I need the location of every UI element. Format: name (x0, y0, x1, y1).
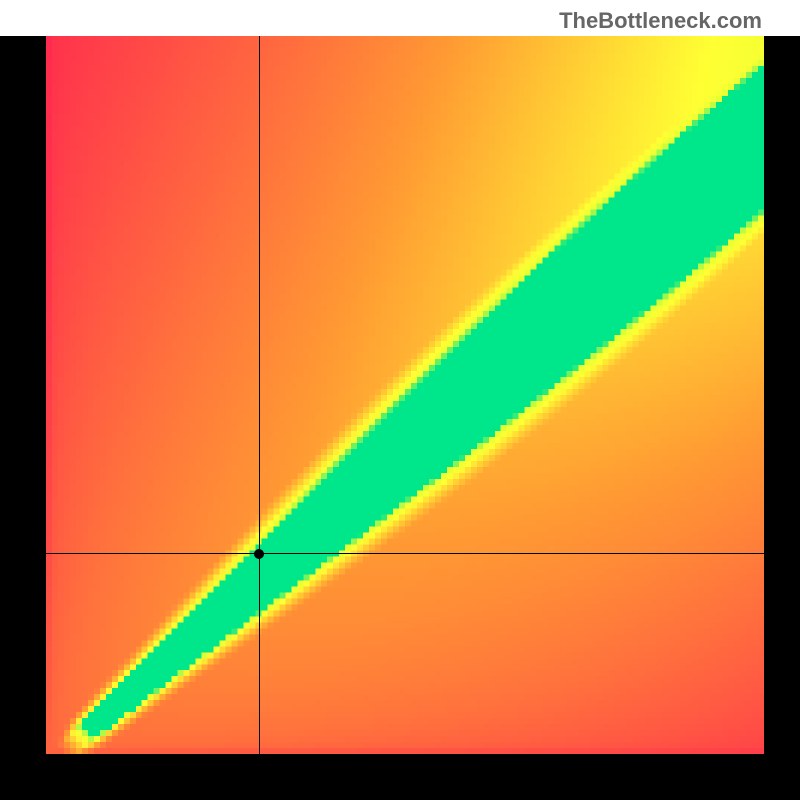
crosshair-vertical (259, 36, 260, 754)
attribution-text: TheBottleneck.com (559, 8, 762, 34)
crosshair-horizontal (46, 553, 764, 554)
crosshair-point (254, 549, 264, 559)
bottleneck-heatmap (46, 36, 764, 754)
